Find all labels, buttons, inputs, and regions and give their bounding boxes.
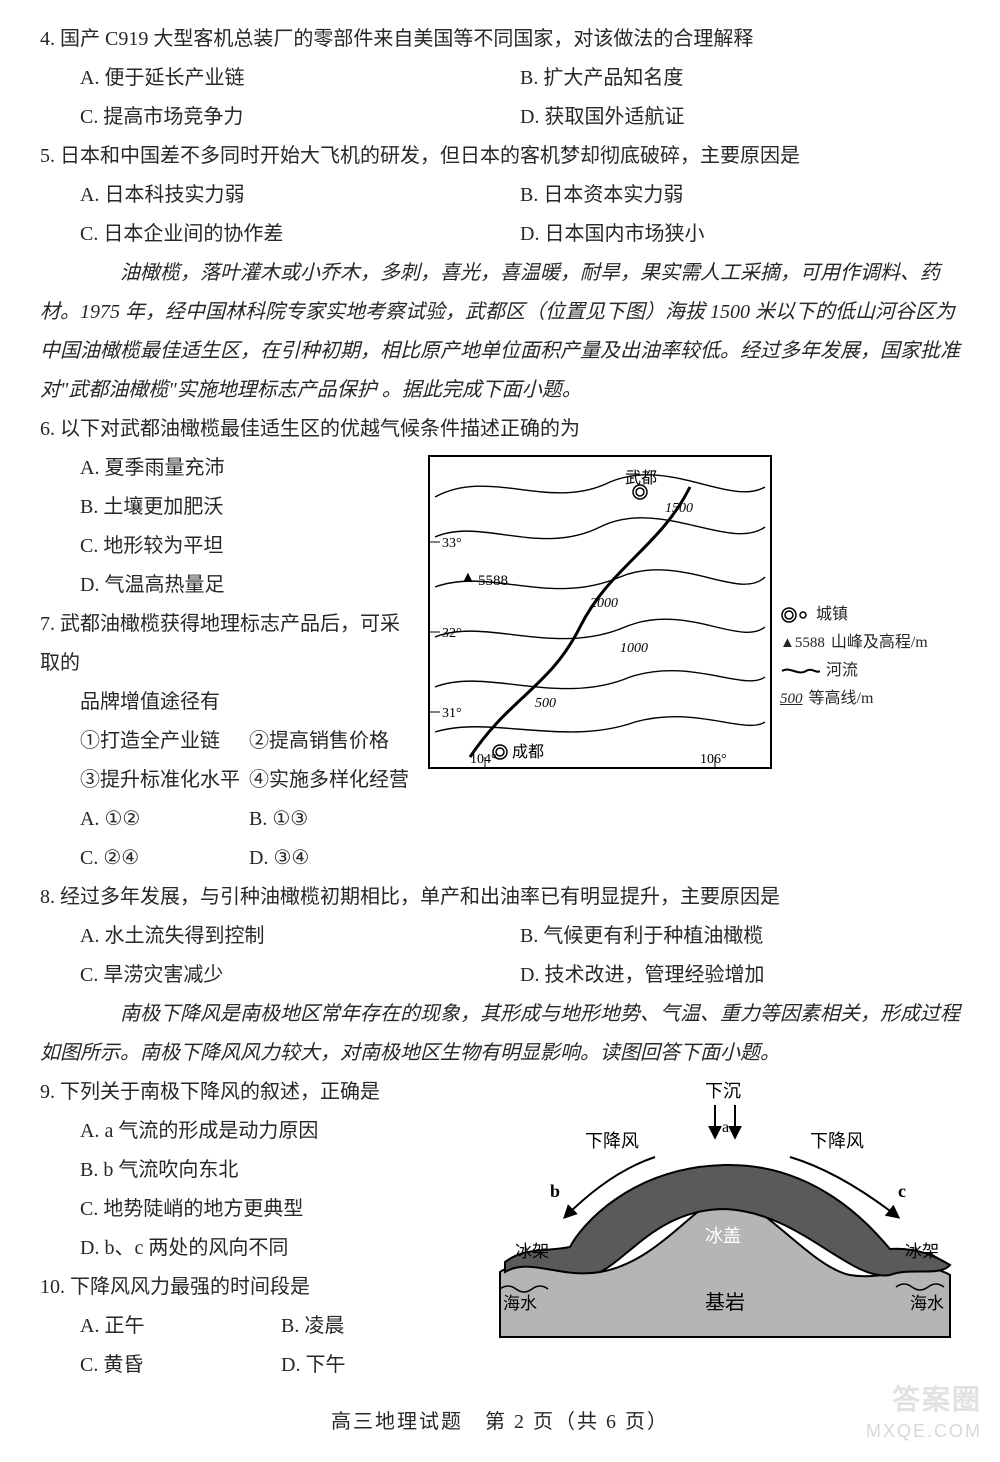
q4-optA: A. 便于延长产业链 (80, 59, 520, 98)
q7-optD: D. ③④ (249, 839, 418, 878)
passage-olive: 油橄榄，落叶灌木或小乔木，多刺，喜光，喜温暖，耐旱，果实需人工采摘，可用作调料、… (40, 254, 960, 410)
page-footer: 高三地理试题 第 2 页（共 6 页） (40, 1403, 960, 1442)
legend-contour-sym: 500 (780, 688, 803, 711)
q7-i3: ③提升标准化水平 (80, 761, 249, 800)
legend-contour: 等高线/m (809, 687, 874, 711)
map-chengdu: 成都 (512, 743, 544, 761)
exam-page: 4. 国产 C919 大型客机总装厂的零部件来自美国等不同国家，对该做法的合理解… (0, 0, 1000, 1462)
legend-peak-sym: ▲5588 (780, 632, 825, 655)
q8-optA: A. 水土流失得到控制 (80, 917, 520, 956)
map-lat32: 32° (442, 626, 462, 641)
q8-stem: 8. 经过多年发展，与引种油橄榄初期相比，单产和出油率已有明显提升，主要原因是 (40, 878, 960, 917)
q7-optA: A. ①② (80, 800, 249, 839)
q10-optD: D. 下午 (281, 1346, 482, 1385)
contour-map: ▲ 5588 武都 成都 1500 2000 1000 500 33° (428, 455, 772, 769)
map-legend: 城镇 ▲5588 山峰及高程/m 河流 500 等高线/m (772, 449, 960, 769)
map-panel: ▲ 5588 武都 成都 1500 2000 1000 500 33° (418, 449, 960, 769)
diag-c: c (898, 1181, 906, 1201)
q7-stem2: 品牌增值途径有 (40, 683, 418, 722)
q6-optA: A. 夏季雨量充沛 (80, 449, 418, 488)
diag-shelf-l: 冰架 (515, 1242, 549, 1261)
katabatic-diagram: 下沉 a 下降风 b 下降风 c 冰盖 冰架 冰架 海水 海水 基岩 (490, 1077, 960, 1347)
q7-i1: ①打造全产业链 (80, 722, 249, 761)
q7-options: A. ①② B. ①③ C. ②④ D. ③④ (40, 800, 418, 878)
q5-stem: 5. 日本和中国差不多同时开始大飞机的研发，但日本的客机梦却彻底破碎，主要原因是 (40, 137, 960, 176)
q10-stem: 10. 下降风风力最强的时间段是 (40, 1268, 482, 1307)
q6-optD: D. 气温高热量足 (80, 566, 418, 605)
map-c2000: 2000 (590, 596, 618, 611)
map-lon104: 104° (470, 752, 497, 767)
q5-options: A. 日本科技实力弱 B. 日本资本实力弱 C. 日本企业间的协作差 D. 日本… (40, 176, 960, 254)
passage-antarctic: 南极下降风是南极地区常年存在的现象，其形成与地形地势、气温、重力等因素相关，形成… (40, 995, 960, 1073)
diag-bedrock: 基岩 (705, 1291, 745, 1314)
q7-stem: 7. 武都油橄榄获得地理标志产品后，可采取的 (40, 605, 418, 683)
q9q10-row: 9. 下列关于南极下降风的叙述，正确是 A. a 气流的形成是动力原因 B. b… (40, 1073, 960, 1385)
legend-river: 河流 (826, 659, 858, 683)
diag-sea-l: 海水 (503, 1294, 537, 1313)
q10-options: A. 正午 B. 凌晨 C. 黄昏 D. 下午 (40, 1307, 482, 1385)
diag-sea-r: 海水 (910, 1294, 944, 1313)
map-wudu: 武都 (625, 469, 657, 487)
map-peak: 5588 (478, 573, 508, 589)
q10-optC: C. 黄昏 (80, 1346, 281, 1385)
q9-optD: D. b、c 两处的风向不同 (80, 1229, 482, 1268)
diag-shelf-r: 冰架 (905, 1242, 939, 1261)
q7-i2: ②提高销售价格 (249, 722, 418, 761)
diag-down: 下沉 (705, 1081, 741, 1101)
map-c1500: 1500 (665, 501, 693, 516)
legend-peak: 山峰及高程/m (831, 631, 928, 655)
map-c1000: 1000 (620, 641, 648, 656)
q6-stem: 6. 以下对武都油橄榄最佳适生区的优越气候条件描述正确的为 (40, 410, 960, 449)
q4-options: A. 便于延长产业链 B. 扩大产品知名度 C. 提高市场竞争力 D. 获取国外… (40, 59, 960, 137)
q4-optB: B. 扩大产品知名度 (520, 59, 960, 98)
diag-wind-r: 下降风 (810, 1131, 864, 1151)
q4-optD: D. 获取国外适航证 (520, 98, 960, 137)
map-c500: 500 (535, 696, 556, 711)
q7-optB: B. ①③ (249, 800, 418, 839)
q6-optC: C. 地形较为平坦 (80, 527, 418, 566)
q7-items: ①打造全产业链 ②提高销售价格 ③提升标准化水平 ④实施多样化经营 (40, 722, 418, 800)
q9-optC: C. 地势陡峭的地方更典型 (80, 1190, 482, 1229)
q9-options: A. a 气流的形成是动力原因 B. b 气流吹向东北 C. 地势陡峭的地方更典… (40, 1112, 482, 1268)
q7-optC: C. ②④ (80, 839, 249, 878)
q4-stem: 4. 国产 C919 大型客机总装厂的零部件来自美国等不同国家，对该做法的合理解… (40, 20, 960, 59)
map-lon106: 106° (700, 752, 727, 767)
q5-optD: D. 日本国内市场狭小 (520, 215, 960, 254)
q4-optC: C. 提高市场竞争力 (80, 98, 520, 137)
q5-optA: A. 日本科技实力弱 (80, 176, 520, 215)
q8-options: A. 水土流失得到控制 B. 气候更有利于种植油橄榄 C. 旱涝灾害减少 D. … (40, 917, 960, 995)
q9-optA: A. a 气流的形成是动力原因 (80, 1112, 482, 1151)
q9-optB: B. b 气流吹向东北 (80, 1151, 482, 1190)
q6-options: A. 夏季雨量充沛 B. 土壤更加肥沃 C. 地形较为平坦 D. 气温高热量足 (40, 449, 418, 605)
q8-optB: B. 气候更有利于种植油橄榄 (520, 917, 960, 956)
q8-optC: C. 旱涝灾害减少 (80, 956, 520, 995)
q8-optD: D. 技术改进，管理经验增加 (520, 956, 960, 995)
map-lat33: 33° (442, 536, 462, 551)
diag-b: b (550, 1181, 560, 1201)
map-lat31: 31° (442, 706, 462, 721)
q6q7-row: A. 夏季雨量充沛 B. 土壤更加肥沃 C. 地形较为平坦 D. 气温高热量足 … (40, 449, 960, 878)
q5-optB: B. 日本资本实力弱 (520, 176, 960, 215)
svg-text:▲: ▲ (460, 569, 476, 586)
legend-town: 城镇 (816, 603, 848, 627)
q9-stem: 9. 下列关于南极下降风的叙述，正确是 (40, 1073, 482, 1112)
q6-optB: B. 土壤更加肥沃 (80, 488, 418, 527)
q10-optA: A. 正午 (80, 1307, 281, 1346)
q10-optB: B. 凌晨 (281, 1307, 482, 1346)
diag-wind-l: 下降风 (585, 1131, 639, 1151)
q5-optC: C. 日本企业间的协作差 (80, 215, 520, 254)
diag-a: a (722, 1119, 729, 1136)
diag-icecap: 冰盖 (705, 1226, 741, 1246)
q7-i4: ④实施多样化经营 (249, 761, 418, 800)
